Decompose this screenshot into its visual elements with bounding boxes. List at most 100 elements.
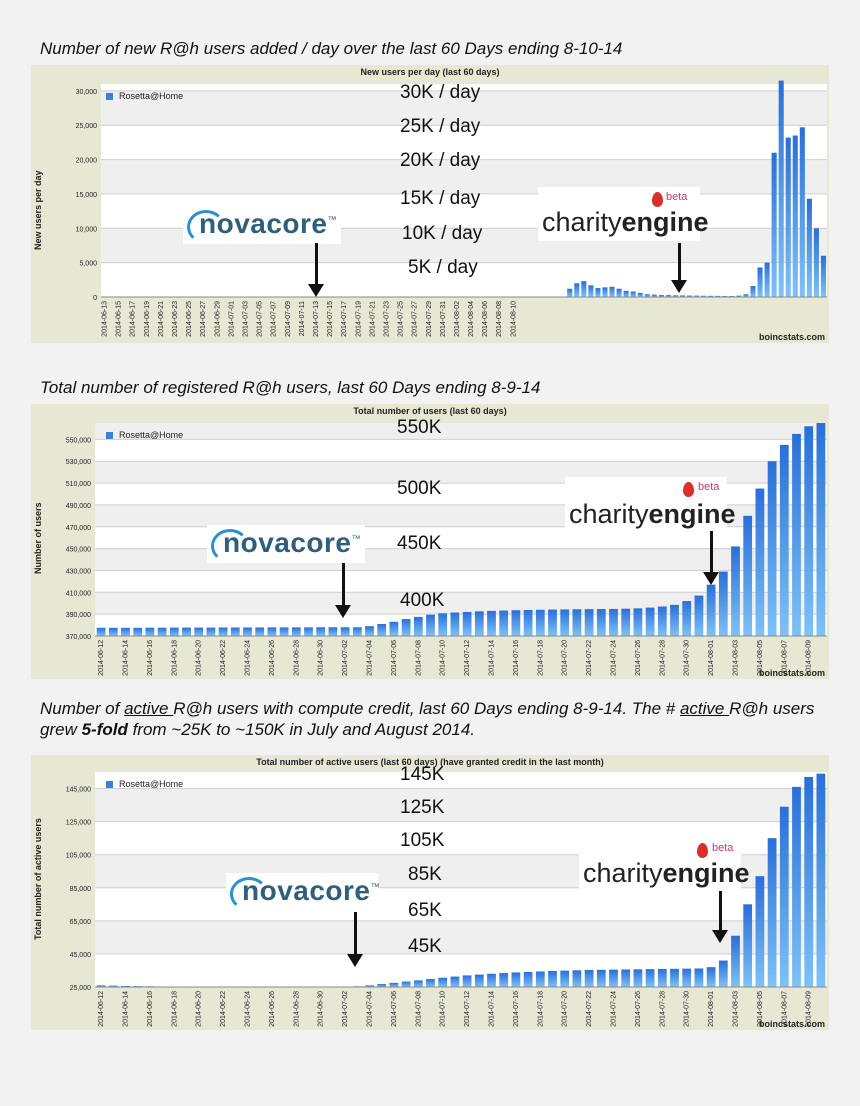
annotation-85k: 85K	[408, 864, 442, 885]
bar	[255, 627, 265, 636]
bar	[389, 621, 399, 636]
x-tick-label: 2014-07-14	[489, 640, 496, 676]
bar	[218, 627, 228, 636]
bar	[708, 295, 714, 297]
legend: Rosetta@Home	[106, 91, 183, 101]
x-tick-label: 2014-07-26	[635, 640, 642, 676]
down-arrow-icon	[347, 912, 363, 967]
bar	[304, 627, 313, 636]
y-tick-label: 370,000	[66, 634, 91, 641]
x-tick-label: 2014-06-30	[318, 640, 325, 676]
novacore-swoosh-icon	[187, 210, 225, 244]
bar	[682, 601, 692, 636]
bar	[572, 609, 582, 636]
x-tick-label: 2014-07-10	[440, 991, 447, 1027]
x-tick-label: 2014-07-02	[342, 991, 349, 1027]
annotation-125k: 125K	[400, 797, 445, 818]
bar	[718, 960, 728, 987]
bar	[401, 981, 411, 987]
bar	[701, 295, 707, 297]
bar	[567, 288, 573, 297]
bar	[687, 295, 693, 297]
bar	[621, 969, 631, 987]
x-tick-label: 2014-06-22	[220, 640, 227, 676]
legend: Rosetta@Home	[106, 779, 183, 789]
bar	[487, 973, 496, 987]
x-tick-label: 2014-07-17	[341, 301, 348, 337]
x-tick-label: 2014-07-31	[440, 301, 447, 337]
y-tick-label: 390,000	[66, 612, 91, 619]
legend-label: Rosetta@Home	[119, 779, 184, 789]
bar	[462, 975, 472, 987]
novacore-logo: novacore™	[183, 206, 341, 244]
bar	[779, 806, 789, 987]
y-tick-label: 20,000	[76, 158, 98, 165]
x-tick-label: 2014-08-01	[708, 991, 715, 1027]
novacore-swoosh-icon	[230, 877, 268, 911]
x-tick-label: 2014-07-29	[426, 301, 433, 337]
bar	[630, 291, 636, 297]
x-tick-label: 2014-06-22	[220, 991, 227, 1027]
chart-title: New users per day (last 60 days)	[360, 67, 500, 77]
bar	[616, 288, 622, 297]
bar	[499, 973, 509, 987]
x-tick-label: 2014-07-12	[464, 640, 471, 676]
x-tick-label: 2014-08-07	[781, 640, 788, 676]
y-tick-label: 0	[93, 295, 97, 302]
bar	[426, 979, 435, 987]
x-tick-label: 2014-06-20	[196, 640, 203, 676]
x-tick-label: 2014-06-21	[158, 301, 165, 337]
x-tick-label: 2014-08-09	[806, 640, 813, 676]
bar	[157, 627, 167, 636]
x-tick-label: 2014-07-28	[659, 991, 666, 1027]
bar	[96, 985, 106, 987]
grid-band	[95, 423, 827, 440]
y-tick-label: 145,000	[66, 787, 91, 794]
bar	[799, 127, 805, 297]
bar	[438, 977, 448, 987]
x-tick-label: 2014-06-19	[144, 301, 151, 337]
x-tick-label: 2014-06-26	[269, 640, 276, 676]
bar	[602, 287, 608, 297]
bar	[377, 984, 387, 987]
y-tick-label: 510,000	[66, 481, 91, 488]
caption-active-users: Number of active R@h users with compute …	[40, 699, 815, 739]
bar	[377, 623, 387, 636]
bar	[584, 969, 594, 987]
bar	[682, 968, 692, 987]
bar	[609, 286, 615, 297]
bar	[755, 876, 765, 987]
bar	[670, 968, 679, 987]
bar	[694, 968, 704, 987]
bar	[731, 546, 740, 636]
bar	[657, 606, 667, 636]
chart-total-users-panel: Total number of users (last 60 days) 370…	[31, 404, 829, 679]
bar	[609, 969, 618, 987]
bar	[560, 609, 570, 636]
y-tick-label: 25,000	[76, 123, 98, 130]
chart-new-users: 0 5,000 10,000 15,000 20,000 25,000 30,000 2014…	[76, 80, 827, 337]
x-tick-label: 2014-08-09	[806, 991, 813, 1027]
bar	[584, 609, 594, 636]
x-tick-label: 2014-06-15	[116, 301, 123, 337]
bar	[316, 627, 326, 636]
bar	[816, 423, 826, 636]
y-tick-label: 530,000	[66, 459, 91, 466]
x-tick-label: 2014-07-22	[586, 640, 593, 676]
annotation-30k: 30K / day	[400, 82, 481, 103]
charityengine-logo: beta charityengine	[538, 187, 709, 241]
bar	[365, 985, 374, 987]
x-tick-label: 2014-06-18	[171, 991, 178, 1027]
bar	[462, 611, 472, 636]
annotation-400k: 400K	[400, 590, 445, 611]
bar	[352, 627, 362, 636]
bar	[706, 967, 716, 987]
annotation-20k: 20K / day	[400, 150, 481, 171]
x-tick-label: 2014-08-04	[468, 301, 475, 337]
legend-label: Rosetta@Home	[119, 91, 184, 101]
bar	[771, 152, 777, 297]
annotation-25k: 25K / day	[400, 116, 481, 137]
bar	[658, 294, 664, 297]
bar	[523, 610, 533, 636]
x-tick-label: 2014-07-20	[562, 991, 569, 1027]
